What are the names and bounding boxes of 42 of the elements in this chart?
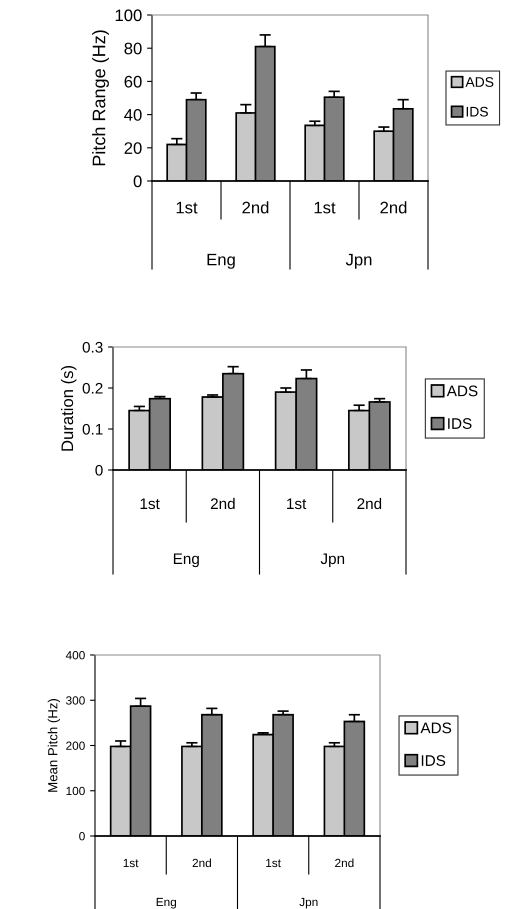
x-tick-label: 2nd [357,498,382,510]
text: Jpn [320,553,344,568]
x-tick-label: 2nd [335,858,354,868]
legend-label: IDS [448,418,472,429]
legend-label: IDS [466,106,488,117]
legend-label: IDS [422,755,446,766]
x-tick-label: 1st [314,202,336,214]
x-tick-label: 2nd [380,201,406,214]
x-tick-label: 1st [176,202,198,214]
text: Jpn [346,254,372,269]
y-axis-title: Mean Pitch (Hz) [48,699,60,792]
x-tick-label: 1st [266,858,281,868]
y-tick-label: 40 [124,109,142,121]
x-tick-label: 2nd [210,498,235,510]
y-tick-label: 100 [66,786,85,796]
y-tick-label: 0 [79,832,85,840]
text: Jpn [299,898,318,908]
y-tick-label: 200 [66,742,85,750]
y-tick-label: 0 [95,464,103,476]
y-tick-label: 80 [124,42,142,54]
legend-label: ADS [446,385,478,396]
x-tick-label: 2nd [242,201,268,214]
x-tick-label: 1st [287,498,306,510]
x-tick-label: 2nd [192,858,211,868]
y-tick-label: 60 [124,76,142,88]
x-tick-label: 1st [140,498,160,510]
y-tick-label: 400 [66,651,85,660]
y-tick-label: 20 [124,142,142,154]
y-tick-label: 300 [66,696,85,705]
text: Eng [174,553,199,568]
y-tick-label: 0.2 [82,382,103,394]
text: Eng [208,254,235,269]
y-tick-label: 0 [134,175,142,188]
y-axis-title: Pitch Range (Hz) [92,30,109,166]
y-tick-label: 100 [116,9,142,22]
legend-label: ADS [465,77,494,87]
legend-label: ADS [420,722,452,734]
y-axis-title: Duration (s) [60,366,76,451]
y-tick-label: 0.3 [82,342,103,353]
text: Eng [156,898,176,908]
x-tick-label: 1st [124,858,138,868]
y-tick-label: 0.1 [82,424,103,435]
